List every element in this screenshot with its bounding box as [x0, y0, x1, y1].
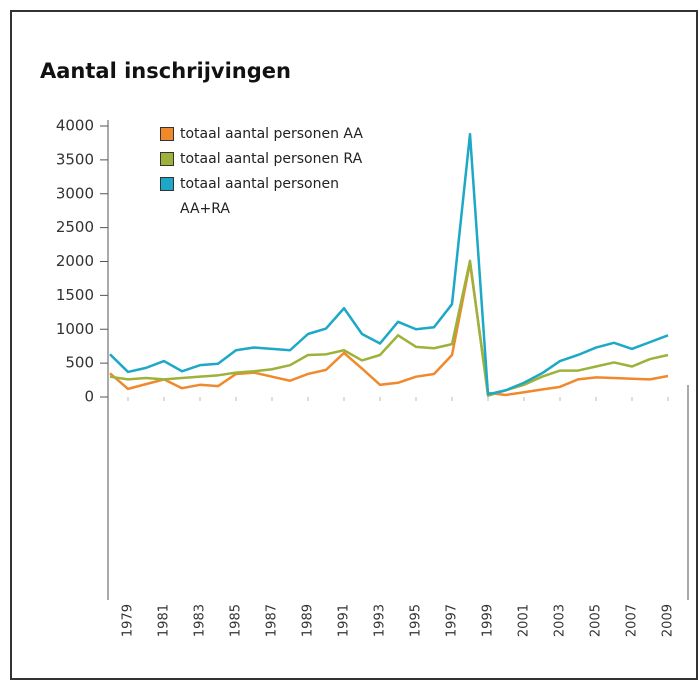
y-tick-label: 3000 [56, 184, 94, 202]
x-tick-label: 1995 [409, 604, 424, 637]
series-line [109, 132, 669, 396]
frame [10, 10, 698, 680]
y-tick-label: 2000 [56, 252, 94, 270]
x-tick-label: 1985 [229, 604, 244, 637]
x-tick-label: 1993 [373, 604, 388, 637]
y-tick-label: 2500 [56, 218, 94, 236]
legend-swatch [160, 177, 174, 191]
legend-swatch [160, 127, 174, 141]
y-tick-label: 1500 [56, 286, 94, 304]
legend-item: totaal aantal personen AA [160, 122, 385, 147]
x-tick-label: 2007 [625, 604, 640, 637]
legend-item: totaal aantal personen RA [160, 147, 385, 172]
series-line [109, 259, 669, 397]
x-tick-label: 1983 [193, 604, 208, 637]
y-tick-label: 500 [65, 354, 94, 372]
x-tick-label: 2003 [553, 604, 568, 637]
legend: totaal aantal personen AA totaal aantal p… [160, 122, 385, 222]
x-tick-label: 2005 [589, 604, 604, 637]
x-tick-label: 1987 [265, 604, 280, 637]
y-tick-label: 0 [84, 388, 94, 406]
legend-swatch [160, 152, 174, 166]
x-tick-label: 1999 [481, 604, 496, 637]
x-tick-label: 1991 [337, 604, 352, 637]
x-tick-label: 2001 [517, 604, 532, 637]
x-tick-label: 1979 [121, 604, 136, 637]
legend-label: totaal aantal personen AA+RA [180, 176, 339, 217]
y-tick-label: 1000 [56, 320, 94, 338]
y-tick-label: 4000 [56, 117, 94, 135]
legend-item: totaal aantal personen AA+RA [160, 172, 385, 222]
y-tick-label: 3500 [56, 150, 94, 168]
x-tick-label: 1989 [301, 604, 316, 637]
series-line [109, 261, 669, 397]
x-tick-label: 2009 [661, 604, 676, 637]
legend-label: totaal aantal personen AA [180, 126, 363, 142]
x-tick-label: 1981 [157, 604, 172, 637]
chart-title: Aantal inschrijvingen [40, 59, 291, 83]
x-tick-label: 1997 [445, 604, 460, 637]
legend-label: totaal aantal personen RA [180, 151, 363, 167]
